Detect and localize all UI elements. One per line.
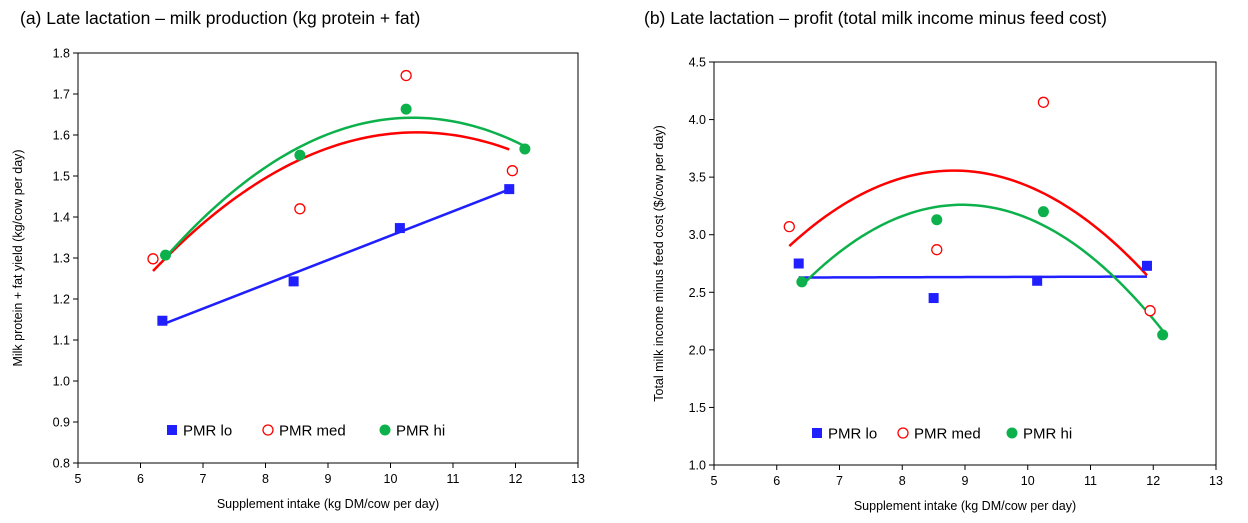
x-tick-label: 7 <box>836 474 843 488</box>
data-point-pmr-lo <box>793 258 804 269</box>
y-tick-label: 1.1 <box>53 334 70 348</box>
fit-line-pmr-hi <box>164 116 526 259</box>
x-tick-label: 12 <box>509 472 523 486</box>
data-point-pmr-hi <box>400 103 412 115</box>
data-point-pmr-med <box>931 244 943 256</box>
y-tick-label: 1.8 <box>53 47 70 61</box>
x-axis-label: Supplement intake (kg DM/cow per day) <box>217 497 439 511</box>
data-point-pmr-med <box>1144 305 1156 317</box>
legend-marker-pmr-hi <box>379 424 391 436</box>
y-tick-label: 1.2 <box>53 293 70 307</box>
data-point-pmr-med <box>400 69 412 82</box>
chart-b: 5 6 7 8 9 10 11 12 13 1.0 1.5 2.0 2.5 3.0 3.5 4.0 4.5 Sup… <box>652 56 1223 514</box>
x-tick-label: 10 <box>384 472 398 486</box>
x-tick-label: 9 <box>325 472 332 486</box>
y-tick-label: 1.5 <box>53 170 70 184</box>
y-tick-label: 4.5 <box>689 56 706 70</box>
fit-line-pmr-med <box>788 169 1148 277</box>
x-tick-label: 11 <box>1084 474 1097 488</box>
legend-label: PMR hi <box>1023 426 1072 443</box>
x-tick-label: 10 <box>1021 474 1035 488</box>
chart-b-title: (b) Late lactation – profit (total milk … <box>644 8 1107 28</box>
data-point-pmr-hi <box>519 143 531 155</box>
y-tick-label: 0.8 <box>53 457 70 471</box>
fit-line-pmr-hi <box>800 203 1164 332</box>
data-point-pmr-med <box>783 221 795 233</box>
x-tick-label: 6 <box>137 472 144 486</box>
y-tick-label: 1.6 <box>53 129 70 143</box>
data-point-pmr-med <box>294 203 306 215</box>
y-tick-label: 4.0 <box>689 113 706 127</box>
legend-label: PMR med <box>914 426 981 443</box>
chart-a-title: (a) Late lactation – milk production (kg… <box>20 8 421 28</box>
data-point-pmr-hi <box>294 149 306 161</box>
x-tick-label: 9 <box>962 474 969 488</box>
fit-line-pmr-lo <box>161 188 510 326</box>
x-tick-label: 7 <box>200 472 207 486</box>
y-tick-label: 2.0 <box>689 343 706 357</box>
legend-marker-pmr-med <box>897 427 909 439</box>
y-tick-label: 0.9 <box>53 416 70 430</box>
y-axis-label: Total milk income minus feed cost ($/cow… <box>652 125 666 402</box>
fit-line-pmr-lo <box>798 275 1147 279</box>
legend-label: PMR med <box>279 423 346 440</box>
chart-a: 5 6 7 8 9 10 11 12 13 0.8 0.9 1.0 1.1 1.2 1.3 1.4 1.5 1.6… <box>11 47 585 512</box>
y-axis-label: Milk protein + fat yield (kg/cow per day… <box>11 149 25 366</box>
x-tick-label: 13 <box>1209 474 1223 488</box>
data-point-pmr-med <box>1037 96 1050 108</box>
data-point-pmr-lo <box>1032 275 1043 286</box>
legend-label: PMR lo <box>183 423 232 440</box>
data-point-pmr-lo <box>504 184 515 195</box>
plot-frame <box>713 61 1217 466</box>
data-point-pmr-hi <box>931 214 943 226</box>
data-point-pmr-med <box>147 253 159 265</box>
y-tick-label: 1.0 <box>53 375 70 389</box>
y-tick-label: 2.5 <box>689 286 706 300</box>
data-point-pmr-med <box>506 165 519 177</box>
data-point-pmr-lo <box>288 276 299 287</box>
data-point-pmr-lo <box>1141 260 1152 271</box>
x-axis-label: Supplement intake (kg DM/cow per day) <box>854 499 1076 513</box>
x-tick-label: 13 <box>571 472 585 486</box>
data-point-pmr-hi <box>796 276 808 288</box>
x-tick-label: 12 <box>1146 474 1160 488</box>
x-tick-label: 11 <box>447 472 460 486</box>
x-tick-label: 8 <box>899 474 906 488</box>
fit-line-pmr-med <box>152 131 510 272</box>
data-point-pmr-lo <box>928 293 939 304</box>
x-tick-label: 5 <box>711 474 718 488</box>
data-point-pmr-lo <box>394 223 405 234</box>
data-point-pmr-hi <box>1157 329 1169 341</box>
legend-marker-pmr-med <box>262 424 274 436</box>
legend-marker-pmr-hi <box>1006 427 1018 439</box>
legend-label: PMR lo <box>828 426 877 443</box>
y-tick-label: 1.5 <box>689 401 706 415</box>
legend-marker-pmr-lo <box>167 425 177 435</box>
legend-marker-pmr-lo <box>812 428 822 438</box>
legend-label: PMR hi <box>396 423 445 440</box>
x-tick-label: 6 <box>773 474 780 488</box>
x-tick-label: 8 <box>262 472 269 486</box>
data-point-pmr-hi <box>1037 206 1049 218</box>
y-tick-label: 3.0 <box>689 228 706 242</box>
data-point-pmr-hi <box>160 249 171 261</box>
y-tick-label: 1.0 <box>689 459 706 473</box>
data-point-pmr-lo <box>157 315 168 326</box>
y-tick-label: 1.7 <box>53 88 70 102</box>
y-tick-label: 1.4 <box>53 211 70 225</box>
y-tick-label: 3.5 <box>689 171 706 185</box>
x-tick-label: 5 <box>75 472 82 486</box>
y-tick-label: 1.3 <box>53 252 70 266</box>
